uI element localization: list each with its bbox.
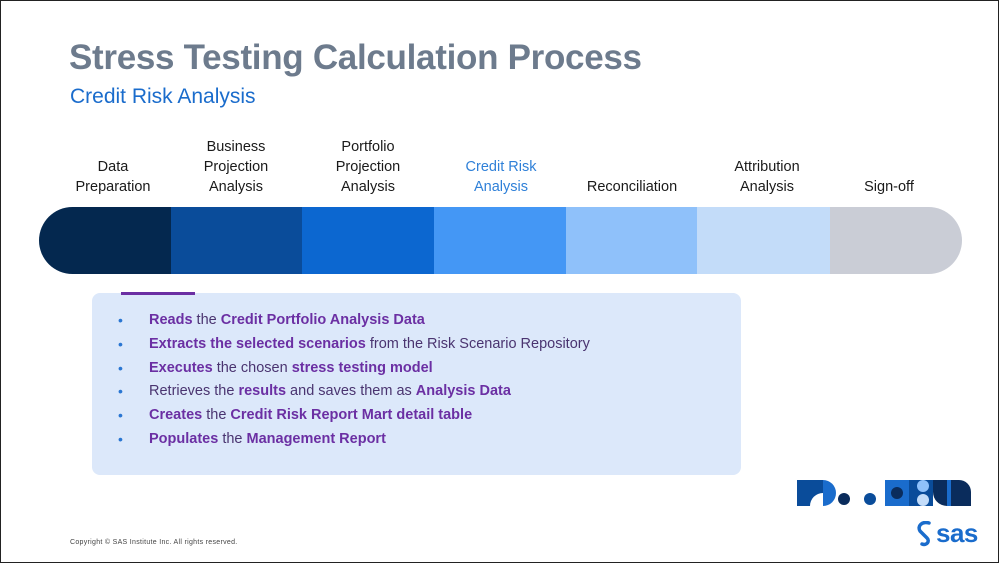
bullet-dot-icon: • <box>118 359 123 376</box>
bullet-item: • Creates the Credit Risk Report Mart det… <box>118 404 590 428</box>
bullet-text: the <box>202 407 231 424</box>
step-segment-reconciliation <box>566 207 697 274</box>
sas-logo-text: sas <box>936 518 978 548</box>
bullet-bold-text: Management Report <box>246 430 386 447</box>
step-label-portfolio-projection-analysis: Portfolio Projection Analysis <box>335 139 401 195</box>
bullet-item: • Extracts the selected scenarios from th… <box>118 333 590 357</box>
bullet-text: from the Risk Scenario Repository <box>365 335 590 352</box>
bullet-bold-text: Extracts the selected scenarios <box>149 335 366 352</box>
bullet-text: the <box>192 312 221 328</box>
sas-logo: sas <box>916 518 978 549</box>
bullet-text: and saves them as <box>286 383 416 400</box>
step-label-credit-risk-analysis: Credit Risk Analysis <box>465 159 537 195</box>
step-segment-data-preparation <box>39 207 171 274</box>
step-label-attribution-analysis: Attribution Analysis <box>734 159 800 195</box>
bullet-dot-icon: • <box>118 335 123 352</box>
bullet-dot-icon: • <box>118 383 123 400</box>
bullet-item: • Reads the Credit Portfolio Analysis Dat… <box>118 309 590 333</box>
step-label-business-projection-analysis: Business Projection Analysis <box>203 139 269 195</box>
decorative-pattern-graphic <box>797 480 971 506</box>
bullet-bold-text: results <box>238 383 287 400</box>
bullet-item: • Populates the Management Report <box>118 428 590 452</box>
step-label-reconciliation: Reconciliation <box>586 179 678 195</box>
bullet-dot-icon: • <box>118 430 123 447</box>
bullet-item: • Retrieves the results and saves them as… <box>118 380 590 404</box>
bullet-bold-text: Credit Risk Report Mart detail table <box>230 407 473 424</box>
bullet-dot-icon: • <box>118 312 123 328</box>
panel-accent-line <box>121 292 195 295</box>
slide-subtitle: Credit Risk Analysis <box>70 85 256 108</box>
bullet-text: the chosen <box>212 359 292 376</box>
bullet-bold-text: stress testing model <box>291 359 433 376</box>
bullet-text: Retrieves the <box>149 383 239 400</box>
bullet-dot-icon: • <box>118 407 123 424</box>
copyright-notice: Copyright © SAS Institute Inc. All right… <box>70 539 238 546</box>
bullet-text: the <box>218 430 247 447</box>
bullet-bold-text: Executes <box>149 359 213 376</box>
details-bullet-list: • Reads the Credit Portfolio Analysis Dat… <box>118 309 590 452</box>
step-segment-business-projection-analysis <box>171 207 302 274</box>
bullet-bold-text: Creates <box>149 407 203 424</box>
step-label-data-preparation: Data Preparation <box>75 159 151 195</box>
step-segment-attribution-analysis <box>697 207 830 274</box>
step-label-sign-off: Sign-off <box>864 179 914 195</box>
bullet-bold-text: Analysis Data <box>415 383 511 400</box>
bullet-item: • Executes the chosen stress testing mode… <box>118 357 590 381</box>
bullet-bold-text: Populates <box>149 430 219 447</box>
step-segment-portfolio-projection-analysis <box>302 207 434 274</box>
step-segment-sign-off <box>830 207 962 274</box>
step-segment-credit-risk-analysis <box>434 207 566 274</box>
details-panel <box>92 293 741 475</box>
slide-title: Stress Testing Calculation Process <box>69 38 642 77</box>
bullet-bold-text: Reads <box>149 312 193 328</box>
sas-symbol-icon <box>917 520 931 546</box>
bullet-bold-text: Credit Portfolio Analysis Data <box>220 312 425 328</box>
process-bar <box>39 207 962 274</box>
